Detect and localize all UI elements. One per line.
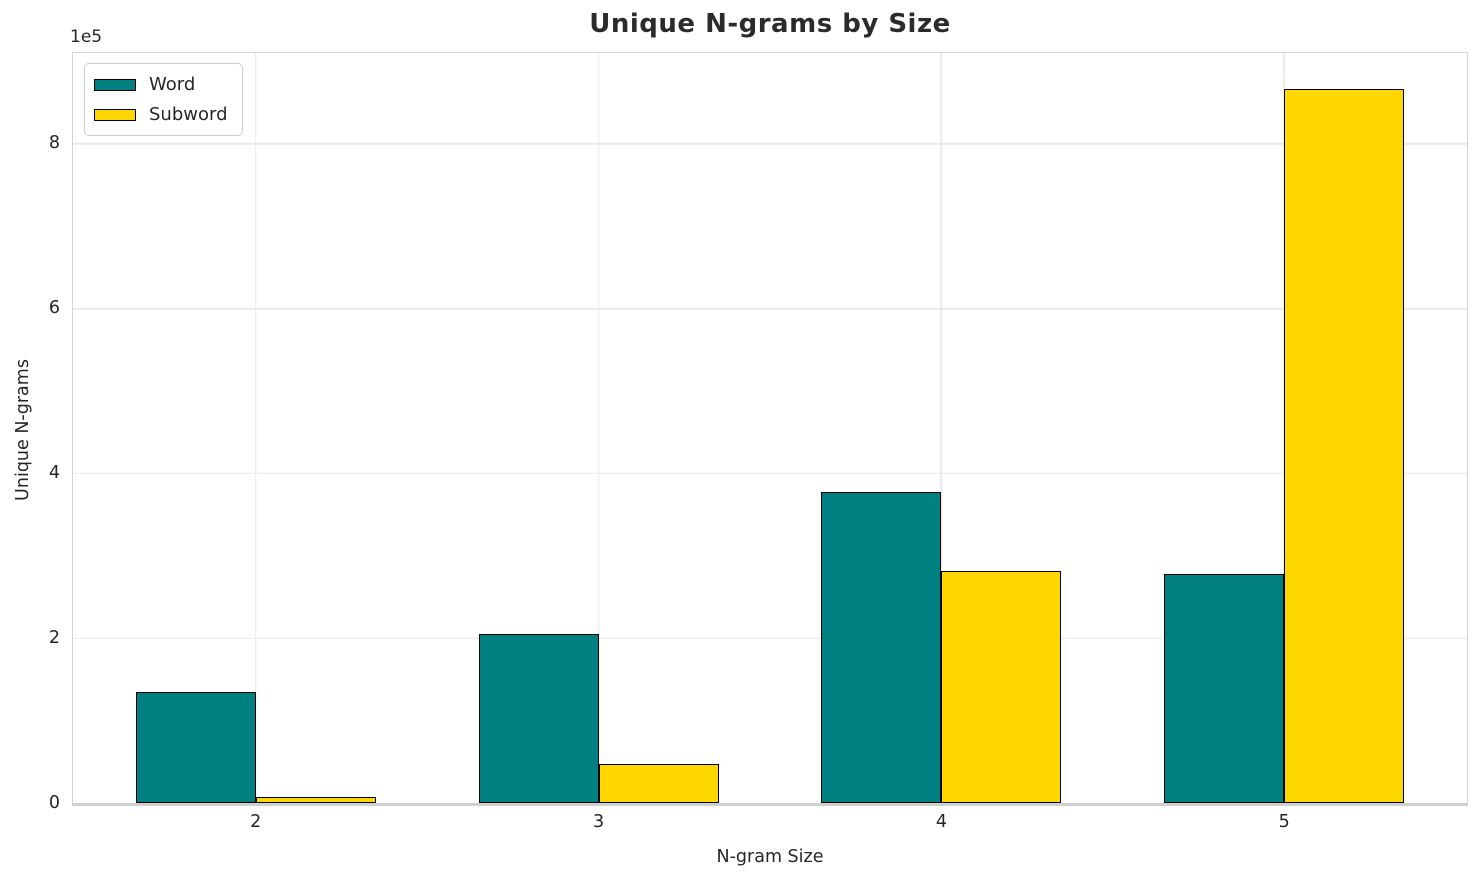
legend-item-word: Word [94,74,228,95]
x-tick-label: 4 [935,812,947,832]
gridline-horizontal [73,142,1467,145]
y-tick-label: 4 [48,462,60,483]
legend: Word Subword [84,63,243,136]
bar-subword-2 [255,797,376,803]
x-tick-label: 3 [593,812,605,832]
gridline-horizontal [73,637,1467,639]
gridline-vertical [597,53,600,803]
y-axis-offset-label: 1e5 [70,27,103,47]
y-axis-label: Unique N-grams [13,359,33,501]
legend-label-subword: Subword [149,104,228,125]
y-tick-label: 8 [48,132,60,153]
bar-word-4 [821,491,942,803]
gridline-vertical [940,53,943,803]
y-tick-label: 6 [48,297,60,318]
plot-area: Word Subword 0 2 4 6 8 2 3 4 5 [49,52,1468,831]
bar-word-3 [478,633,599,803]
legend-swatch-subword [94,108,136,121]
y-tick-label: 2 [48,627,60,648]
gridline-vertical [254,53,257,803]
bar-subword-5 [1284,89,1405,803]
gridline-horizontal [73,307,1467,310]
legend-swatch-word [94,78,136,91]
chart-title: Unique N-grams by Size [589,9,951,39]
gridline-horizontal [73,472,1467,475]
bar-subword-4 [941,571,1062,803]
x-tick-label: 5 [1278,812,1290,832]
bar-word-5 [1164,573,1285,803]
y-tick-label: 0 [48,792,60,813]
x-tick-label: 2 [250,812,262,832]
bar-subword-3 [598,763,719,803]
legend-item-subword: Subword [94,104,228,125]
bar-word-2 [135,691,256,803]
legend-label-word: Word [149,74,196,95]
x-axis-label: N-gram Size [716,847,824,867]
